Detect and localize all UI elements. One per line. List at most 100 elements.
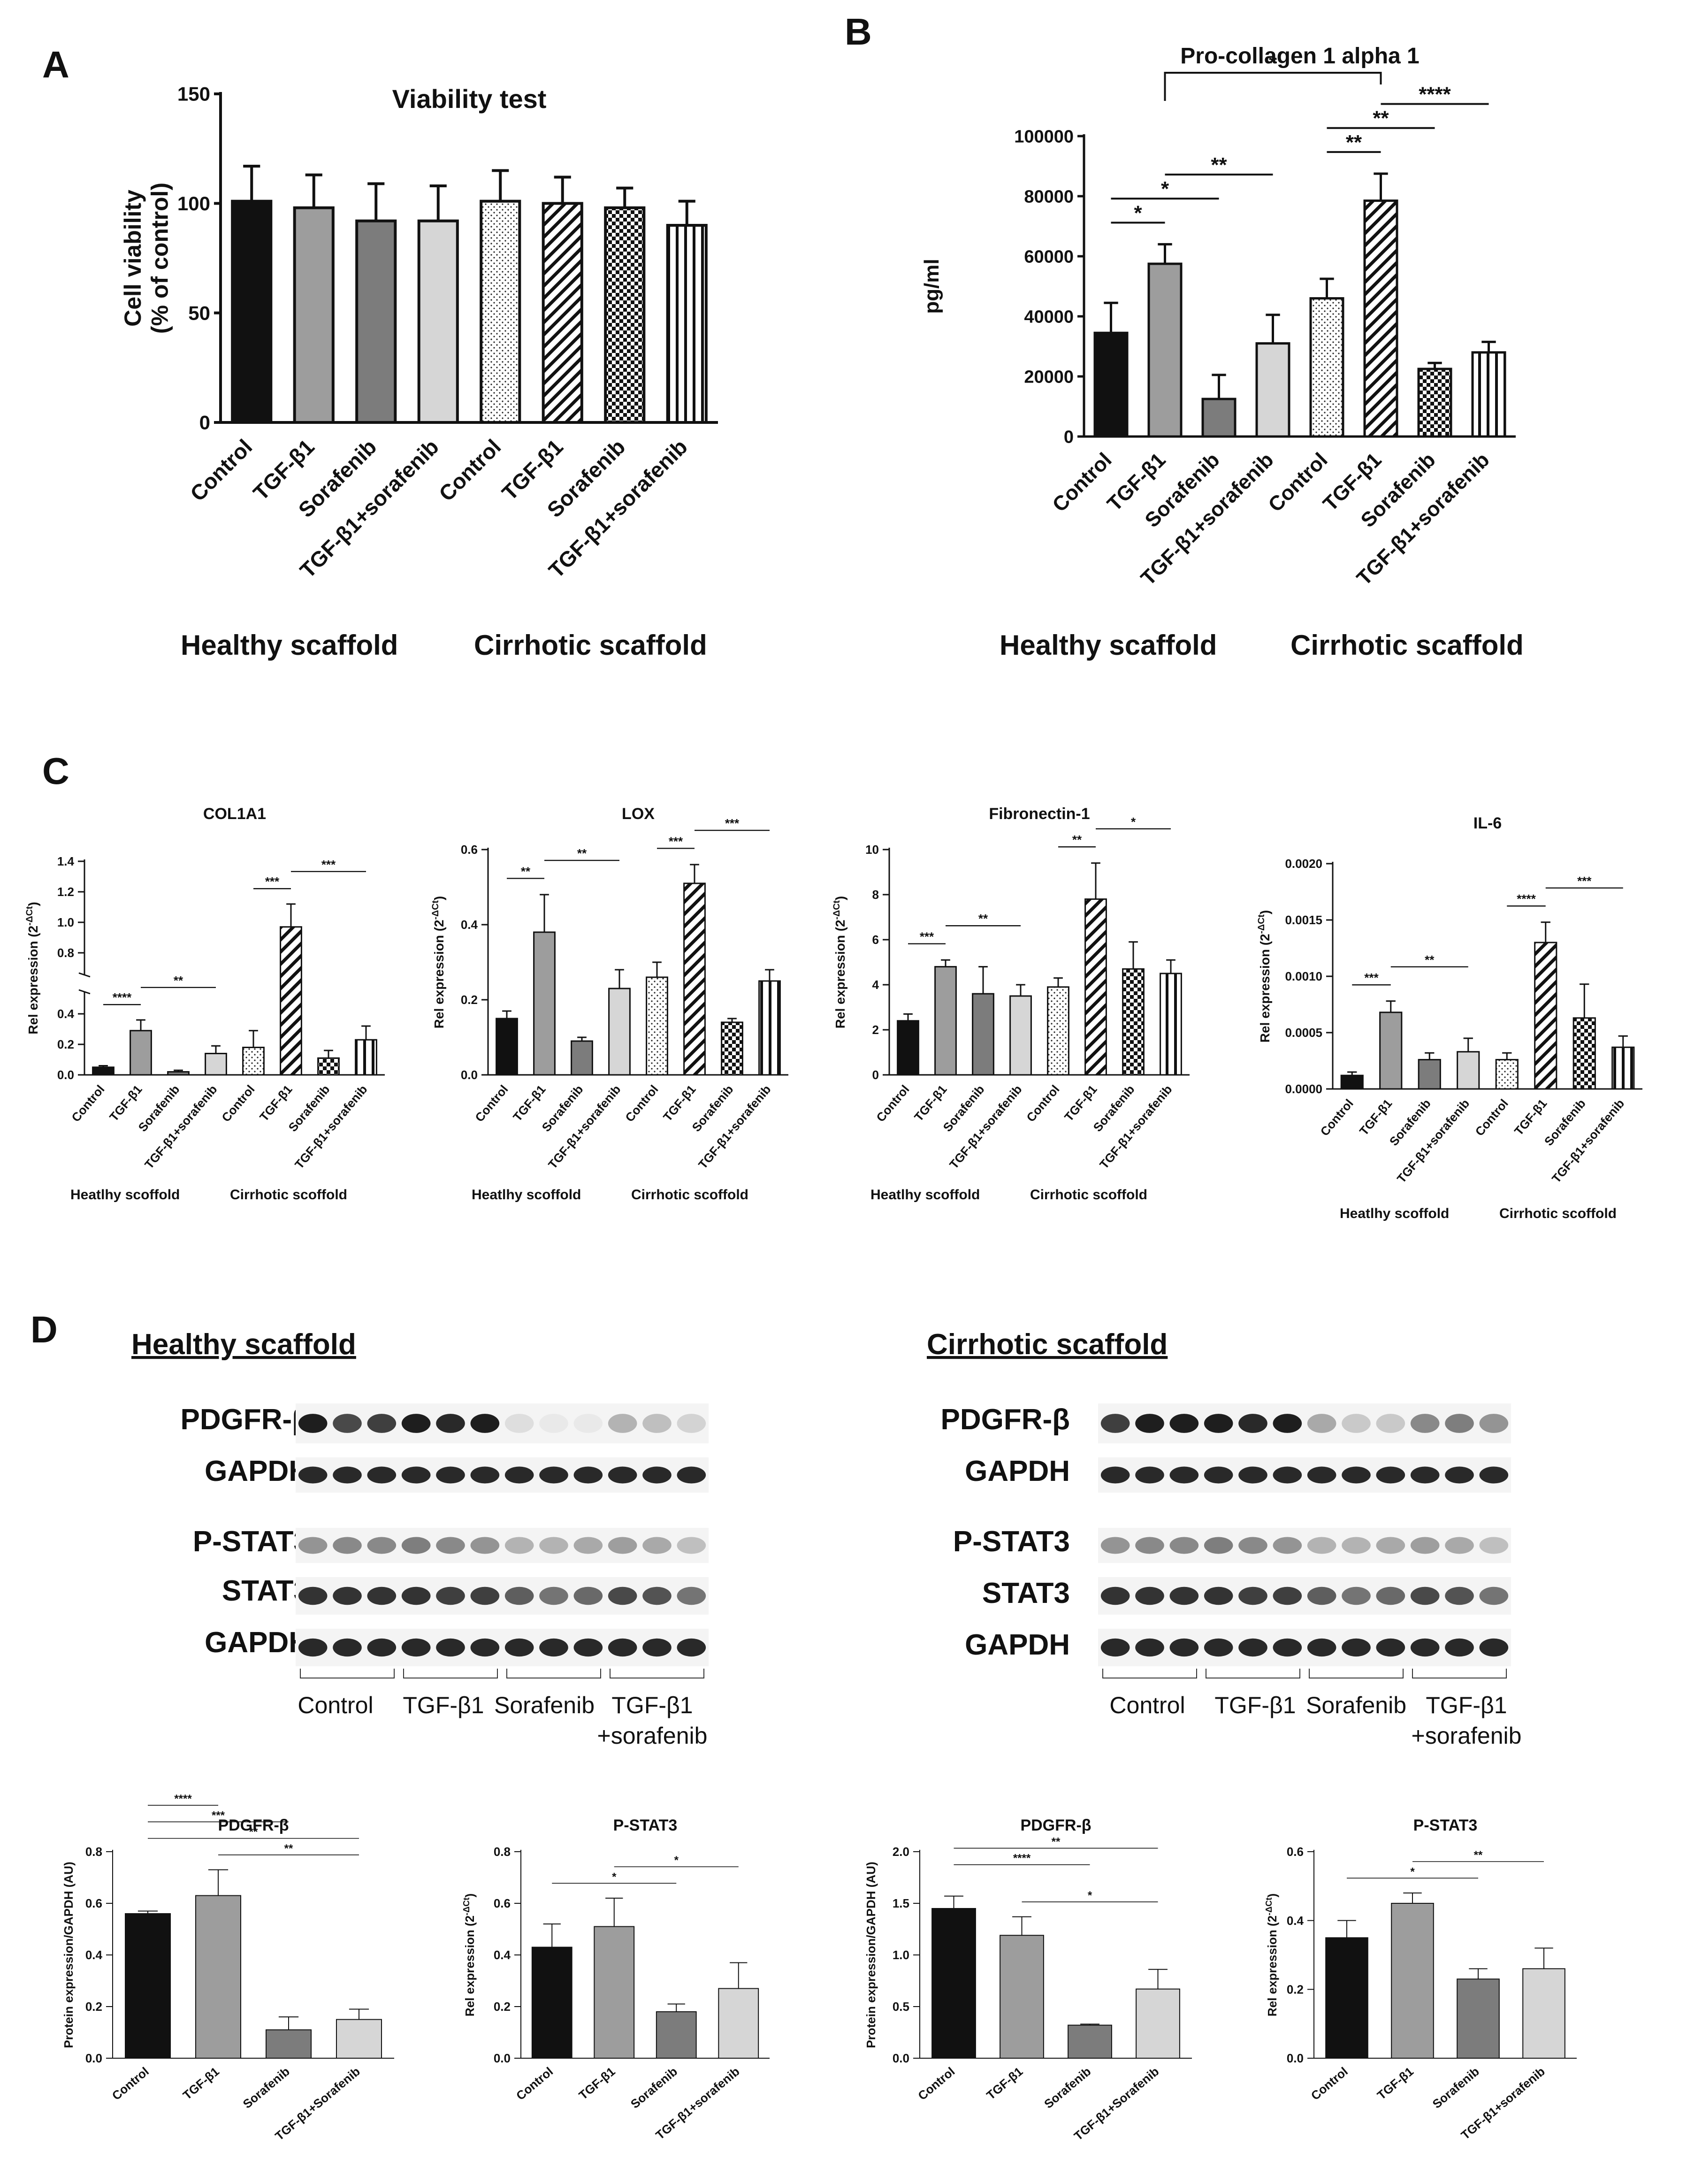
blot-label-cirrhotic-gapdh-2: GAPDH <box>965 1629 1070 1661</box>
blot-band <box>1376 1586 1405 1605</box>
bar <box>608 988 631 1076</box>
y-tick-label: 6 <box>872 933 879 947</box>
y-tick-label: 0.4 <box>461 918 478 932</box>
group-label-cirrhotic-a: Cirrhotic scaffold <box>474 629 707 661</box>
bar <box>1093 331 1129 438</box>
blot-band <box>677 1586 706 1605</box>
lane-label-healthy-combo-1: TGF-β1 <box>611 1692 693 1718</box>
blot-band <box>333 1638 362 1657</box>
chart-b: Pro-collagen 1 alpha 1 0 20000 40000 60000 80… <box>920 44 1516 590</box>
blot-band <box>1169 1466 1199 1484</box>
group-label-healthy-b: Healthy scaffold <box>1000 629 1217 661</box>
cirrhotic-blot-stat3 <box>1098 1577 1511 1615</box>
blot-band <box>401 1466 431 1484</box>
category-label: TGF-β1+sorafenib <box>1394 1096 1472 1186</box>
bar <box>1160 973 1182 1076</box>
blot-title-cirrhotic: Cirrhotic scaffold <box>927 1328 1168 1361</box>
blot-band <box>401 1414 431 1433</box>
blot-band <box>1238 1586 1267 1605</box>
bar <box>417 219 459 424</box>
y-tick-label: 1.2 <box>57 885 74 899</box>
bar <box>1379 1012 1403 1090</box>
blot-band <box>504 1466 534 1484</box>
bar <box>195 1895 241 2059</box>
y-tick-label: 150 <box>177 83 210 105</box>
y-tick-label: 0.8 <box>494 1845 511 1859</box>
lane-bracket <box>1206 1669 1300 1678</box>
lane-bracket <box>506 1669 601 1678</box>
blot-band <box>436 1537 465 1554</box>
significance-label: ** <box>1211 153 1227 176</box>
blot-band <box>1479 1638 1509 1657</box>
y-tick-label: 0.0015 <box>1285 913 1322 927</box>
category-label: Control <box>69 1082 107 1125</box>
y-tick-label: 0.4 <box>85 1948 103 1962</box>
group-label-healthy-small: Heatlhy scoffold <box>472 1187 581 1203</box>
y-tick-label: 0.2 <box>57 1037 74 1051</box>
category-label: Control <box>109 2064 152 2103</box>
y-tick-label: 50 <box>188 302 210 324</box>
category-label: Sorafenib <box>240 2064 292 2111</box>
blot-band <box>436 1638 465 1657</box>
blot-band <box>1342 1586 1371 1605</box>
significance-label: ** <box>577 846 587 860</box>
y-tick-label: 0 <box>872 1068 879 1082</box>
significance-label: *** <box>725 816 740 830</box>
category-label: Control <box>873 1082 912 1125</box>
blot-band <box>1204 1537 1233 1554</box>
blot-band <box>677 1466 706 1484</box>
y-tick-label: 0.2 <box>85 2000 102 2014</box>
blot-band <box>1479 1466 1509 1484</box>
blot-band <box>401 1537 431 1554</box>
significance-label: *** <box>920 930 934 944</box>
significance-label: ** <box>284 1842 293 1855</box>
y-tick-label: 0.0 <box>893 2051 909 2065</box>
group-label-healthy-small: Heatlhy scoffold <box>1340 1206 1449 1221</box>
blot-band <box>1307 1638 1336 1657</box>
lane-bracket <box>300 1669 395 1678</box>
bar <box>1391 1903 1434 2059</box>
bar <box>1068 2024 1112 2059</box>
bar <box>666 224 708 424</box>
blot-membrane <box>296 1403 709 1443</box>
bar <box>1009 995 1032 1076</box>
y-tick-label: 0 <box>1064 427 1074 447</box>
blot-band <box>642 1638 672 1657</box>
blot-band <box>1238 1414 1267 1433</box>
y-axis-label: Rel expression (2-ΔCt) <box>24 902 40 1035</box>
blot-band <box>1135 1638 1164 1657</box>
bar <box>683 882 706 1076</box>
blot-band <box>1342 1638 1371 1657</box>
cirrhotic-lane-brackets <box>1102 1669 1507 1678</box>
y-tick-label: 0.0020 <box>1285 857 1322 871</box>
blot-band <box>1376 1537 1405 1554</box>
y-tick-label: 0.4 <box>494 1948 511 1962</box>
category-label: Sorafenib <box>628 2064 680 2111</box>
blot-band <box>470 1414 500 1433</box>
blot-band <box>1376 1466 1405 1484</box>
blot-band <box>1376 1414 1405 1433</box>
blot-band <box>573 1537 603 1554</box>
bar <box>758 980 781 1076</box>
bar <box>1363 199 1398 438</box>
significance-label: ** <box>1373 107 1389 130</box>
bar <box>496 1018 518 1076</box>
blot-band <box>1445 1466 1474 1484</box>
bar <box>656 2011 697 2059</box>
blot-band <box>608 1466 637 1484</box>
blot-band <box>436 1414 465 1433</box>
y-tick-label: 40000 <box>1024 307 1074 327</box>
blot-band <box>1479 1586 1509 1605</box>
bar <box>242 1047 265 1076</box>
bar <box>934 966 957 1076</box>
blot-band <box>1100 1466 1130 1484</box>
blot-band <box>573 1466 603 1484</box>
significance-label: *** <box>1577 874 1592 888</box>
chart-c1: COL1A1 0.0 0.2 0.4 0.8 1.0 1.2 1.4 Rel expressio… <box>24 805 385 1172</box>
blot-band <box>367 1586 397 1605</box>
category-label: Control <box>434 435 505 506</box>
healthy-blot-gapdh-2 <box>296 1629 709 1666</box>
y-axis-label: Protein expression/GAPDH (AU) <box>61 1862 76 2048</box>
bar <box>1136 1988 1180 2059</box>
